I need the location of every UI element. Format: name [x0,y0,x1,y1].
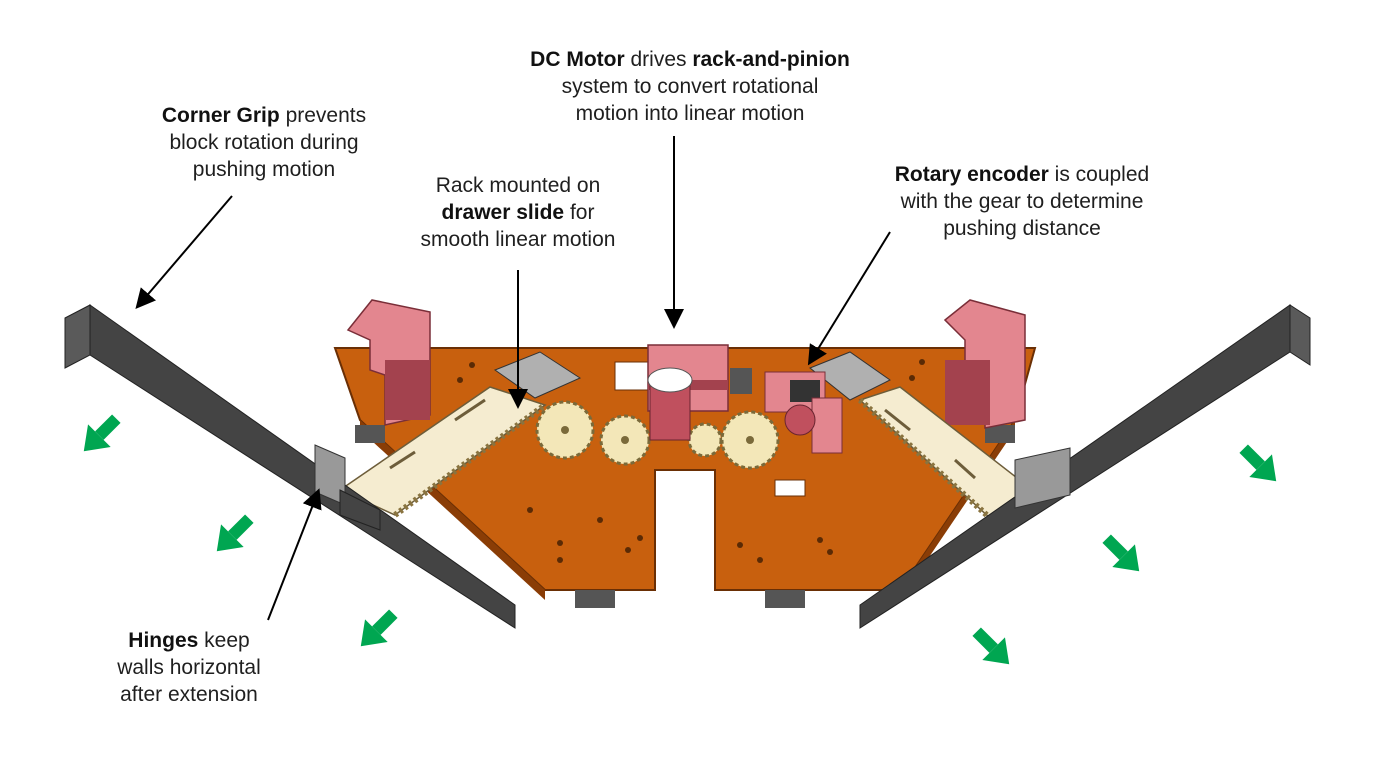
rack-left [338,386,547,518]
wall-right [859,304,1311,629]
hinges-rest: keep [198,629,250,652]
dc-motor-mid: drives [624,48,693,71]
feet [355,425,1015,608]
callout-dc-motor: DC Motor drives rack-and-pinion system t… [498,46,882,127]
corner-grip-line3: pushing motion [192,158,336,181]
rack-slide-bold: drawer slide [441,201,565,224]
callout-rack-slide: Rack mounted on drawer slide for smooth … [398,172,638,253]
rack-slide-rest: for [564,201,595,224]
hinges-line3: after extension [120,683,258,706]
gear-hubs [561,426,754,444]
leader-corner-grip [135,195,233,310]
corner-grip-line2: block rotation during [169,131,359,154]
dc-motor-bold2: rack-and-pinion [692,48,850,71]
encoder-line3: pushing distance [943,217,1101,240]
rack-slide-line3: smooth linear motion [420,228,616,251]
extension-arrows [83,414,1277,665]
drawer-slide-left [493,351,582,399]
encoder-line2: with the gear to determine [900,190,1144,213]
encoder-bold: Rotary encoder [894,163,1049,186]
hinges-line2: walls horizontal [117,656,261,679]
leader-hinges [267,488,322,621]
rotary-encoder [764,371,843,454]
corner-holder-right [943,299,1026,429]
callout-hinges: Hinges keep walls horizontal after exten… [98,627,280,708]
rack-slide-line1: Rack mounted on [435,174,601,197]
leader-encoder [807,231,891,366]
callout-corner-grip: Corner Grip prevents block rotation duri… [140,102,388,183]
wall-left [64,304,516,629]
dc-motor-line2: system to convert rotational [561,75,819,98]
dc-motor-bold1: DC Motor [530,48,625,71]
callout-encoder: Rotary encoder is coupled with the gear … [868,161,1176,242]
dc-motor-line3: motion into linear motion [575,102,805,125]
corner-holder-left [346,299,431,426]
drawer-slide-right [809,351,891,401]
encoder-rest: is coupled [1048,163,1150,186]
corner-grip-rest: prevents [279,104,367,127]
dc-motor [647,344,752,441]
hinges-bold: Hinges [128,629,199,652]
corner-grip-bold: Corner Grip [161,104,280,127]
